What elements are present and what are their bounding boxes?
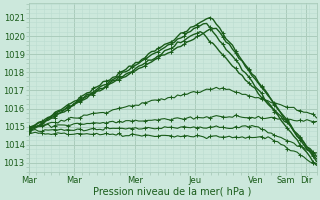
X-axis label: Pression niveau de la mer( hPa ): Pression niveau de la mer( hPa ) xyxy=(93,187,252,197)
